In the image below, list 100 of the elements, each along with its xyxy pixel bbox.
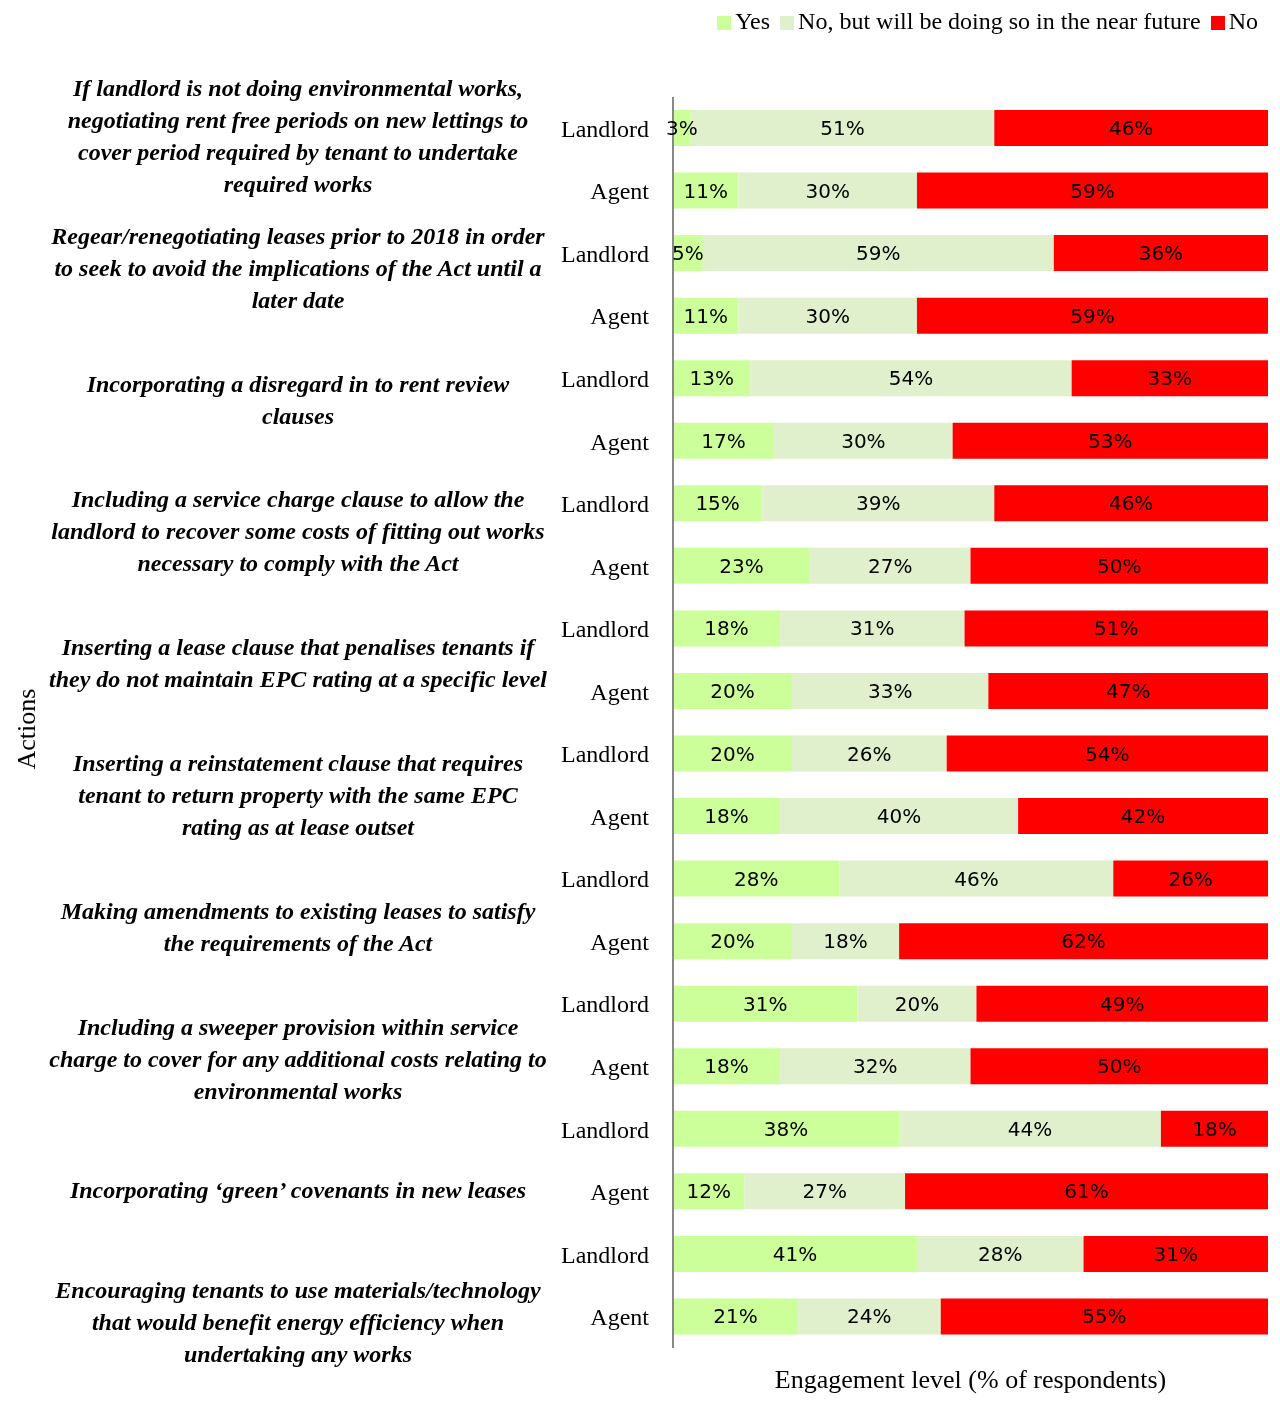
y-tick-label: Agent [590, 803, 650, 830]
y-tick-label: Agent [590, 303, 650, 330]
bar [673, 798, 781, 835]
data-label: 62% [1061, 929, 1106, 954]
data-label: 11% [683, 303, 728, 328]
data-label: 18% [704, 616, 749, 641]
bar [916, 172, 1268, 209]
data-label: 40% [876, 804, 922, 829]
data-label: 31% [1153, 1241, 1198, 1266]
y-tick-label: Agent [590, 928, 650, 955]
y-tick-label: Agent [590, 1179, 650, 1206]
data-label: 31% [850, 616, 895, 641]
bar [857, 985, 977, 1022]
data-label: 23% [719, 553, 764, 578]
text: Making amendments to existing leases to satisfy the requirements of the Act [59, 896, 537, 958]
bar [976, 985, 1268, 1022]
data-label: 33% [1147, 366, 1193, 391]
bar [952, 422, 1268, 459]
bar [809, 547, 971, 584]
text: Including a service charge clause to allow the landlord to recover some costs of fitting out works necessary to comply with the Act [50, 485, 546, 579]
data-label: 30% [805, 303, 850, 328]
bar [1113, 860, 1268, 897]
data-label: 50% [1097, 1054, 1142, 1079]
data-label: 51% [820, 116, 865, 140]
bar [738, 297, 917, 334]
bar [792, 923, 900, 960]
text: Inserting a reinstatement clause that requires tenant to return property with the same EPC rating as at lease outset [71, 748, 525, 842]
data-label: 20% [894, 991, 940, 1016]
y-tick-label: Agent [590, 678, 650, 705]
data-label: 46% [954, 866, 999, 891]
bar [1018, 798, 1268, 835]
bar [970, 1048, 1268, 1085]
bar [988, 672, 1268, 709]
data-label: 32% [853, 1054, 898, 1079]
text: Actions [12, 688, 42, 770]
bar [1083, 1235, 1268, 1272]
bar [673, 485, 763, 522]
y-tick-label: Landlord [561, 866, 649, 893]
bar [994, 110, 1268, 146]
y-tick-label: Landlord [561, 1116, 649, 1143]
y-tick-label: Landlord [561, 616, 649, 643]
text: Inserting a lease clause that penalises tenants if they do not maintain EPC rating at a specific level [48, 633, 548, 695]
data-label: 20% [710, 678, 755, 703]
bar [1160, 1110, 1268, 1147]
data-label: 15% [695, 491, 740, 516]
text: Incorporating ‘green’ covenants in new leases [68, 1176, 528, 1206]
bar [673, 985, 858, 1022]
data-label: 20% [710, 741, 755, 766]
x-axis-title: Engagement level (% of respondents) [774, 1365, 1167, 1394]
data-label: 59% [1070, 303, 1115, 328]
bar [673, 610, 781, 647]
data-label: 12% [686, 1179, 731, 1204]
data-label: 51% [1094, 616, 1139, 641]
bar [673, 547, 810, 584]
data-label: 59% [856, 241, 901, 266]
y-tick-label: Landlord [561, 741, 649, 768]
data-label: 11% [683, 178, 728, 203]
data-label: 55% [1082, 1304, 1127, 1329]
y-tick-label: Landlord [561, 240, 649, 267]
text: Regear/renegotiating leases prior to 2018 in order to seek to avoid the implications of the Act until a later date [50, 221, 546, 315]
data-label: 21% [713, 1304, 758, 1329]
bar [738, 172, 917, 209]
data-label: 28% [978, 1241, 1023, 1266]
data-label: 26% [847, 741, 892, 766]
bar [916, 297, 1268, 334]
data-label: 27% [802, 1179, 847, 1204]
data-label: 18% [704, 804, 749, 829]
bar [673, 1298, 798, 1335]
data-label: 18% [1192, 1116, 1237, 1141]
data-label: 3% [666, 116, 698, 140]
bar [744, 1173, 906, 1210]
data-label: 30% [805, 178, 850, 203]
bar [673, 672, 792, 709]
legend-label: Yes [735, 8, 771, 34]
bar [940, 1298, 1268, 1335]
data-label: 46% [1108, 116, 1154, 140]
data-label: 18% [704, 1054, 749, 1079]
bar [994, 485, 1268, 522]
y-tick-label: Landlord [561, 491, 649, 518]
data-label: 24% [847, 1304, 892, 1329]
bar [792, 672, 989, 709]
bar [673, 735, 792, 772]
data-label: 41% [772, 1241, 818, 1266]
bar [780, 1048, 971, 1085]
y-tick-label: Agent [590, 1304, 650, 1331]
bar [792, 735, 947, 772]
legend-label: No [1228, 8, 1258, 34]
y-tick-label: Landlord [561, 115, 649, 142]
bar [762, 485, 995, 522]
bar [774, 422, 953, 459]
y-tick-label: Agent [590, 1054, 650, 1081]
bar [780, 610, 965, 647]
data-label: 44% [1007, 1116, 1053, 1141]
data-label: 54% [888, 366, 934, 391]
bar [702, 235, 1054, 272]
data-label: 36% [1138, 241, 1184, 266]
y-tick-label: Agent [590, 428, 650, 455]
y-tick-label: Landlord [561, 1241, 649, 1268]
bar [673, 1048, 781, 1085]
bar [1071, 360, 1268, 397]
